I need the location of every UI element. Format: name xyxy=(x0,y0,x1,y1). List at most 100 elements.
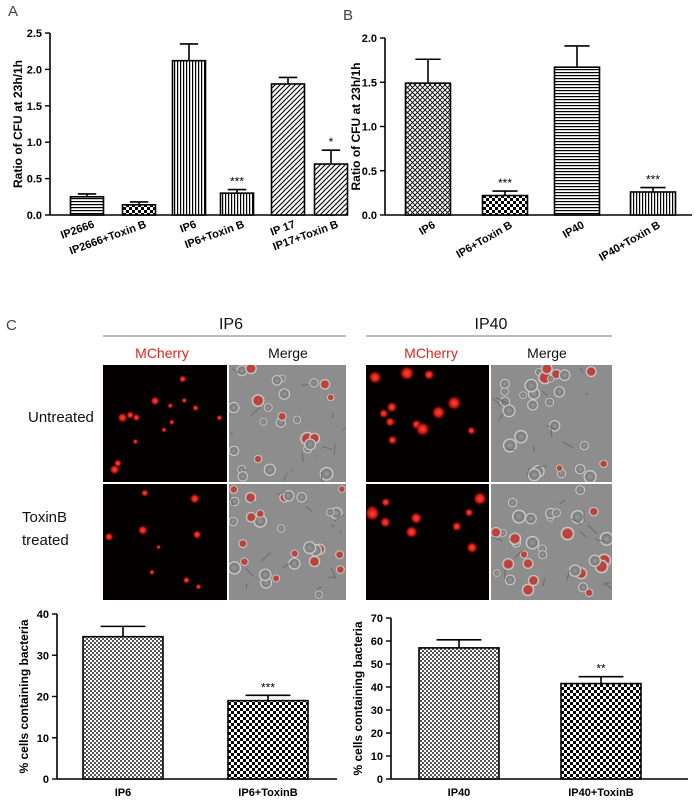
cell-process xyxy=(330,567,337,579)
cell xyxy=(282,490,296,503)
cell xyxy=(287,557,302,572)
cell-process xyxy=(559,499,566,505)
bacteria-spot xyxy=(216,414,223,421)
cell xyxy=(585,366,598,379)
cell xyxy=(518,391,528,400)
bacteria-spot xyxy=(104,532,114,542)
cell xyxy=(579,441,590,452)
cell xyxy=(526,399,539,412)
cell xyxy=(335,565,346,575)
y-tick-label: 1.0 xyxy=(27,137,42,149)
significance-label: *** xyxy=(498,176,512,190)
cell xyxy=(244,365,258,376)
cell xyxy=(552,386,566,399)
cell xyxy=(303,438,317,452)
y-tick-label: 2.0 xyxy=(362,33,377,45)
y-tick-label: 2.0 xyxy=(27,64,42,76)
y-tick-label: 70 xyxy=(371,613,383,625)
y-tick-label: 1.5 xyxy=(27,101,42,113)
cell-process xyxy=(305,506,313,512)
bacteria-spot xyxy=(415,421,431,437)
cell-process xyxy=(546,424,556,430)
bacteria-spot xyxy=(192,404,200,412)
bacteria-spot xyxy=(378,408,389,419)
bacteria-spot xyxy=(168,419,175,426)
category-label: IP40 xyxy=(561,219,587,241)
cell xyxy=(524,535,541,552)
cell xyxy=(258,568,273,583)
merge-image xyxy=(491,365,612,482)
cell-process xyxy=(229,494,234,506)
cell-process xyxy=(334,514,345,522)
cell-process xyxy=(579,530,587,538)
cell-process xyxy=(603,582,612,590)
bacteria-spot xyxy=(181,397,188,404)
cell-process xyxy=(322,445,333,451)
cell xyxy=(271,374,283,387)
mcherry-image xyxy=(366,365,489,482)
cell-process xyxy=(532,446,535,452)
bacteria-spot xyxy=(161,427,167,433)
bacteria-spot xyxy=(167,402,174,409)
cell xyxy=(500,387,510,397)
bacteria-spot xyxy=(423,369,435,381)
significance-label: * xyxy=(329,135,334,149)
row-label-untreated: Untreated xyxy=(28,409,94,426)
y-tick-label: 1.0 xyxy=(362,122,377,134)
bacteria-spot xyxy=(387,435,398,445)
significance-label: ** xyxy=(596,662,606,676)
cell-process xyxy=(327,576,335,579)
cell xyxy=(263,403,274,413)
cell xyxy=(277,388,291,402)
cell xyxy=(245,511,258,524)
column-label-mcherry: MCherry xyxy=(404,345,458,361)
cell xyxy=(504,574,517,587)
merge-image xyxy=(229,484,346,600)
cell xyxy=(318,466,335,482)
cell xyxy=(598,531,612,548)
cell-process xyxy=(230,432,233,436)
cell xyxy=(520,583,536,598)
bacteria-spot xyxy=(178,375,187,384)
bacteria-spot xyxy=(132,413,141,422)
significance-label: *** xyxy=(646,173,660,187)
category-label: IP6 xyxy=(178,219,198,236)
mcherry-image xyxy=(366,484,489,600)
row-label-toxinb-line1: ToxinB xyxy=(22,509,67,526)
bacteria-spot xyxy=(192,529,202,540)
cell-process xyxy=(261,551,272,562)
column-label-merge: Merge xyxy=(527,345,567,361)
y-tick-label: 0.0 xyxy=(362,210,377,222)
cell xyxy=(537,550,548,561)
cell xyxy=(295,492,308,504)
cell xyxy=(229,516,239,528)
cell xyxy=(229,445,240,458)
y-tick-label: 0 xyxy=(43,774,49,786)
y-tick-label: 50 xyxy=(371,659,383,671)
microscopy-header: IP6 IP40 MCherry Merge MCherry Merge xyxy=(103,316,612,361)
cell xyxy=(302,541,317,556)
bacteria-spot xyxy=(431,405,446,420)
cell xyxy=(582,470,598,482)
bacteria-spot xyxy=(386,401,398,413)
y-tick-label: 0.0 xyxy=(27,210,42,222)
row-label-toxinb-line2: treated xyxy=(22,532,69,549)
mcherry-image xyxy=(103,484,227,600)
cell xyxy=(277,411,288,422)
cell-process xyxy=(333,444,336,455)
cell xyxy=(569,510,586,526)
cell xyxy=(229,401,241,415)
bacteria-spot xyxy=(150,396,160,406)
cell xyxy=(491,526,503,540)
bacteria-spot xyxy=(465,541,479,554)
cell-process xyxy=(566,569,570,581)
bacteria-spot xyxy=(385,416,396,427)
cell xyxy=(513,429,529,445)
bar xyxy=(629,191,677,216)
cell xyxy=(508,532,522,547)
cell xyxy=(308,555,321,569)
y-axis-label: % cells containing bacteria xyxy=(17,619,31,773)
significance-label: *** xyxy=(261,680,275,694)
bacteria-spot xyxy=(446,395,462,411)
y-tick-label: 2.5 xyxy=(27,28,42,40)
